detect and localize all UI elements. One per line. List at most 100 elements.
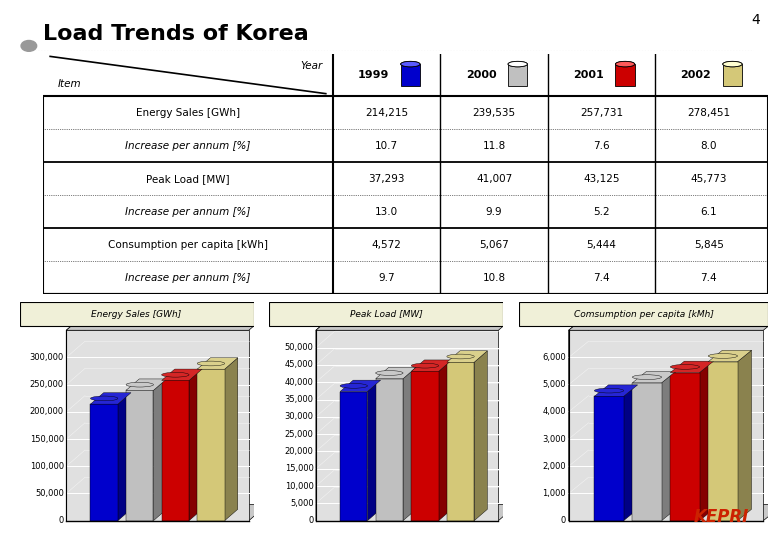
Polygon shape bbox=[316, 314, 517, 330]
Text: 5,067: 5,067 bbox=[479, 240, 509, 249]
Text: Load Trends of Korea: Load Trends of Korea bbox=[43, 24, 309, 44]
FancyBboxPatch shape bbox=[20, 302, 254, 326]
Text: 2001: 2001 bbox=[573, 70, 604, 80]
Ellipse shape bbox=[161, 373, 189, 377]
Ellipse shape bbox=[376, 370, 403, 375]
Bar bbox=[670, 373, 700, 521]
Text: Peak Load [MW]: Peak Load [MW] bbox=[146, 174, 230, 184]
Ellipse shape bbox=[633, 375, 661, 380]
Text: 1999: 1999 bbox=[358, 70, 389, 80]
Text: 0: 0 bbox=[308, 516, 314, 525]
Text: 50,000: 50,000 bbox=[285, 343, 314, 352]
Polygon shape bbox=[316, 504, 517, 521]
Bar bbox=[340, 392, 367, 521]
Text: 10.8: 10.8 bbox=[483, 273, 505, 283]
Text: 7.4: 7.4 bbox=[593, 273, 610, 283]
Text: 10,000: 10,000 bbox=[285, 482, 314, 490]
Text: 25,000: 25,000 bbox=[285, 430, 314, 438]
Bar bbox=[161, 381, 189, 521]
Text: Consumption per capita [kWh]: Consumption per capita [kWh] bbox=[108, 240, 268, 249]
Bar bbox=[376, 379, 403, 521]
Text: 8.0: 8.0 bbox=[700, 140, 717, 151]
Ellipse shape bbox=[615, 62, 635, 67]
Text: Item: Item bbox=[58, 79, 81, 89]
Bar bbox=[411, 372, 438, 521]
Text: 200,000: 200,000 bbox=[30, 407, 64, 416]
Polygon shape bbox=[126, 379, 167, 390]
Polygon shape bbox=[403, 367, 417, 521]
Polygon shape bbox=[474, 351, 488, 521]
Polygon shape bbox=[670, 361, 714, 373]
Text: 3,000: 3,000 bbox=[542, 435, 566, 443]
Polygon shape bbox=[708, 350, 751, 362]
Text: 43,125: 43,125 bbox=[583, 174, 619, 184]
Ellipse shape bbox=[126, 382, 154, 387]
Ellipse shape bbox=[411, 363, 438, 368]
Text: 37,293: 37,293 bbox=[368, 174, 405, 184]
Polygon shape bbox=[316, 314, 335, 521]
Bar bbox=[569, 330, 764, 521]
Polygon shape bbox=[66, 314, 268, 330]
Polygon shape bbox=[197, 358, 238, 369]
Bar bbox=[197, 369, 225, 521]
Text: 4,000: 4,000 bbox=[543, 407, 566, 416]
Polygon shape bbox=[66, 504, 268, 521]
Text: 7.4: 7.4 bbox=[700, 273, 717, 283]
Text: 30,000: 30,000 bbox=[285, 413, 314, 421]
Ellipse shape bbox=[340, 383, 367, 388]
FancyBboxPatch shape bbox=[269, 302, 503, 326]
Text: Increase per annum [%]: Increase per annum [%] bbox=[126, 140, 250, 151]
Text: Comsumption per capita [kMh]: Comsumption per capita [kMh] bbox=[573, 309, 714, 319]
Polygon shape bbox=[90, 393, 131, 404]
Text: 5.2: 5.2 bbox=[593, 207, 610, 217]
Polygon shape bbox=[594, 385, 637, 396]
Ellipse shape bbox=[90, 396, 118, 401]
Ellipse shape bbox=[594, 388, 624, 393]
Ellipse shape bbox=[508, 62, 527, 67]
Ellipse shape bbox=[447, 354, 474, 359]
Text: 6,000: 6,000 bbox=[542, 353, 566, 362]
Polygon shape bbox=[367, 380, 381, 521]
Polygon shape bbox=[661, 372, 675, 521]
Text: 2,000: 2,000 bbox=[543, 462, 566, 471]
Text: 4: 4 bbox=[752, 14, 760, 28]
Ellipse shape bbox=[723, 62, 742, 67]
Polygon shape bbox=[569, 504, 780, 521]
Text: 150,000: 150,000 bbox=[30, 435, 64, 443]
Bar bbox=[316, 330, 498, 521]
Polygon shape bbox=[189, 369, 202, 521]
Text: 257,731: 257,731 bbox=[580, 107, 623, 118]
Polygon shape bbox=[161, 369, 202, 381]
Bar bbox=[447, 362, 474, 521]
Ellipse shape bbox=[197, 361, 225, 366]
Text: 10.7: 10.7 bbox=[375, 140, 399, 151]
Text: 5,000: 5,000 bbox=[290, 499, 314, 508]
Ellipse shape bbox=[508, 62, 527, 67]
Text: 15,000: 15,000 bbox=[285, 464, 314, 473]
Bar bbox=[615, 64, 635, 86]
Bar bbox=[594, 396, 624, 521]
Text: 2002: 2002 bbox=[681, 70, 711, 80]
Bar bbox=[43, 54, 768, 96]
Text: 41,007: 41,007 bbox=[476, 174, 512, 184]
Bar bbox=[66, 330, 249, 521]
Ellipse shape bbox=[708, 354, 738, 359]
Polygon shape bbox=[569, 314, 780, 330]
Polygon shape bbox=[569, 314, 589, 521]
Polygon shape bbox=[411, 360, 452, 372]
Ellipse shape bbox=[401, 62, 420, 67]
Text: 6.1: 6.1 bbox=[700, 207, 717, 217]
Text: Year: Year bbox=[300, 61, 322, 71]
Polygon shape bbox=[447, 351, 488, 362]
Text: 20,000: 20,000 bbox=[285, 447, 314, 456]
Text: 9.7: 9.7 bbox=[378, 273, 395, 283]
Bar bbox=[126, 390, 154, 521]
Text: Increase per annum [%]: Increase per annum [%] bbox=[126, 207, 250, 217]
Text: 50,000: 50,000 bbox=[35, 489, 64, 498]
Text: 239,535: 239,535 bbox=[473, 107, 516, 118]
Bar bbox=[633, 383, 661, 521]
Bar bbox=[708, 362, 738, 521]
Text: 45,000: 45,000 bbox=[285, 360, 314, 369]
Text: Peak Load [MW]: Peak Load [MW] bbox=[349, 309, 423, 319]
Polygon shape bbox=[376, 367, 417, 379]
